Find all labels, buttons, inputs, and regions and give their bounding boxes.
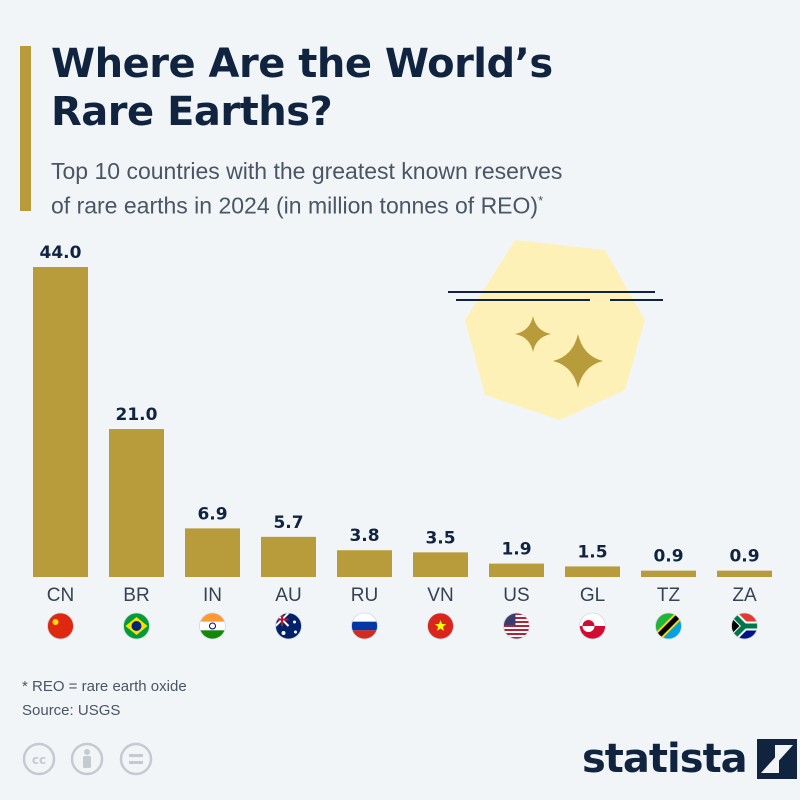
- bar-cn: [33, 267, 88, 577]
- bar-in: [185, 528, 240, 577]
- value-label: 1.5: [577, 542, 607, 562]
- subtitle-footnote-mark: *: [538, 193, 544, 208]
- footnote: * REO = rare earth oxide Source: USGS: [22, 675, 187, 723]
- title-line-2: Rare Earths?: [51, 89, 333, 135]
- svg-text:cc: cc: [32, 753, 46, 767]
- subtitle-line-2-text: of rare earths in 2024 (in million tonne…: [51, 192, 539, 219]
- bar-br: [109, 429, 164, 577]
- india-flag-icon: [199, 613, 226, 639]
- brazil-flag-icon: [123, 613, 150, 639]
- category-label: RU: [351, 585, 378, 606]
- value-label: 5.7: [273, 513, 303, 533]
- chart-subtitle: Top 10 countries with the greatest known…: [51, 156, 771, 221]
- bar-gl: [565, 566, 620, 577]
- usa-flag-icon: [503, 613, 530, 639]
- statista-mark-icon: [757, 739, 798, 779]
- no-derivatives-icon[interactable]: [119, 742, 153, 776]
- russia-flag-icon: [351, 613, 378, 639]
- greenland-flag-icon: [579, 613, 606, 639]
- bar-us: [489, 563, 544, 577]
- category-label: VN: [427, 585, 453, 606]
- bar-za: [717, 570, 772, 577]
- footnote-note: * REO = rare earth oxide: [22, 678, 187, 695]
- value-label: 6.9: [197, 504, 227, 524]
- value-label: 3.8: [349, 526, 379, 546]
- attribution-icon[interactable]: [70, 742, 104, 776]
- value-label: 44.0: [40, 243, 82, 263]
- bar-ru: [337, 550, 392, 577]
- value-label: 3.5: [425, 528, 455, 548]
- tanzania-flag-icon: [655, 613, 682, 639]
- logo-text: statista: [582, 736, 748, 782]
- creative-commons-icon[interactable]: cc: [22, 742, 56, 776]
- vietnam-flag-icon: [427, 613, 454, 639]
- license-icons: cc: [22, 742, 163, 776]
- bar-au: [261, 536, 316, 577]
- footnote-source: Source: USGS: [22, 702, 121, 719]
- title-line-1: Where Are the World’s: [51, 41, 553, 87]
- sparkle-illustration: [448, 240, 663, 420]
- category-label: AU: [275, 585, 301, 606]
- south-africa-flag-icon: [731, 613, 758, 639]
- category-label: TZ: [657, 585, 681, 606]
- category-label: CN: [47, 585, 74, 606]
- accent-bar: [20, 46, 31, 211]
- category-label: IN: [203, 585, 222, 606]
- statista-logo[interactable]: statista: [582, 736, 798, 786]
- category-label: BR: [123, 585, 149, 606]
- chart-title: Where Are the World’s Rare Earths?: [51, 40, 751, 136]
- value-label: 0.9: [653, 547, 683, 567]
- category-label: GL: [580, 585, 605, 606]
- bar-vn: [413, 552, 468, 577]
- subtitle-line-2: of rare earths in 2024 (in million tonne…: [51, 186, 771, 221]
- value-label: 0.9: [729, 547, 759, 567]
- sparkle-large-icon: [553, 334, 603, 388]
- sparkle-small-icon: [515, 316, 551, 352]
- subtitle-line-1: Top 10 countries with the greatest known…: [51, 158, 563, 184]
- value-label: 21.0: [116, 405, 158, 425]
- value-label: 1.9: [501, 540, 531, 560]
- china-flag-icon: [47, 613, 74, 639]
- bar-tz: [641, 570, 696, 577]
- category-label: US: [503, 585, 529, 606]
- category-label: ZA: [732, 585, 757, 606]
- illustration-blob: [465, 240, 645, 420]
